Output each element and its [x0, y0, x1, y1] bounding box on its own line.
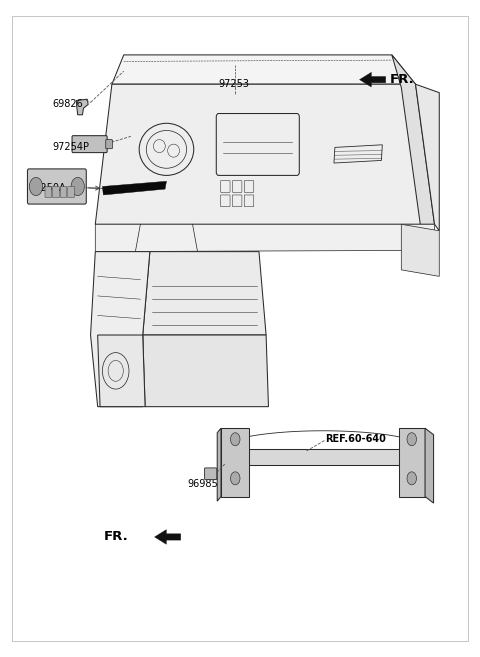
Text: FR.: FR.	[104, 530, 129, 543]
FancyBboxPatch shape	[72, 136, 107, 152]
Text: 97250A: 97250A	[29, 183, 67, 193]
Circle shape	[407, 433, 417, 445]
Polygon shape	[155, 530, 180, 544]
FancyBboxPatch shape	[204, 468, 217, 480]
Polygon shape	[217, 428, 221, 501]
Circle shape	[230, 433, 240, 445]
Polygon shape	[96, 84, 434, 224]
Text: REF.60-640: REF.60-640	[325, 434, 386, 444]
Polygon shape	[143, 252, 266, 335]
Polygon shape	[221, 449, 425, 465]
Polygon shape	[425, 428, 433, 503]
Text: 97253: 97253	[219, 79, 250, 89]
Text: 69826: 69826	[53, 99, 84, 109]
FancyBboxPatch shape	[53, 187, 59, 198]
Polygon shape	[399, 428, 425, 497]
FancyBboxPatch shape	[68, 187, 74, 198]
Circle shape	[29, 177, 43, 196]
Circle shape	[71, 177, 84, 196]
Text: 96985: 96985	[188, 478, 218, 489]
Circle shape	[230, 472, 240, 485]
FancyBboxPatch shape	[45, 187, 52, 198]
Circle shape	[407, 472, 417, 485]
Text: FR.: FR.	[389, 73, 414, 86]
Polygon shape	[102, 181, 167, 195]
Polygon shape	[112, 55, 416, 84]
Polygon shape	[97, 335, 145, 407]
Polygon shape	[91, 252, 150, 407]
FancyBboxPatch shape	[27, 169, 86, 204]
FancyBboxPatch shape	[60, 187, 67, 198]
Polygon shape	[401, 224, 439, 277]
FancyBboxPatch shape	[106, 139, 112, 148]
Polygon shape	[96, 224, 434, 252]
Polygon shape	[360, 72, 385, 87]
Polygon shape	[221, 428, 250, 497]
Polygon shape	[416, 84, 439, 231]
Polygon shape	[143, 335, 268, 407]
Polygon shape	[392, 55, 434, 224]
Text: 97254P: 97254P	[53, 143, 90, 152]
Polygon shape	[76, 99, 88, 115]
